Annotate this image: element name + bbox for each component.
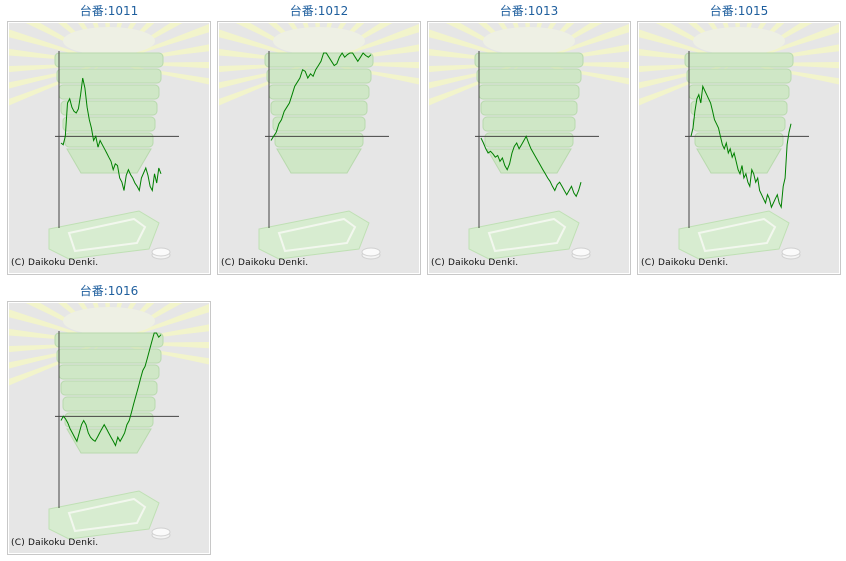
slump-graph-svg bbox=[9, 303, 209, 553]
slump-graph[interactable]: (C) Daikoku Denki. bbox=[427, 21, 631, 275]
machine-card: 台番:1011 (C) Daikoku Denki. bbox=[7, 2, 211, 275]
pachinko-background-art bbox=[639, 23, 839, 273]
pachinko-background-art bbox=[9, 303, 209, 553]
slump-graph-svg bbox=[9, 23, 209, 273]
copyright-text: (C) Daikoku Denki. bbox=[11, 258, 99, 268]
machine-number-link[interactable]: 台番:1016 bbox=[79, 284, 139, 298]
machine-card: 台番:1016 (C) Daikoku Denki. bbox=[7, 282, 211, 555]
slump-graph-svg bbox=[219, 23, 419, 273]
machine-number-link[interactable]: 台番:1013 bbox=[499, 4, 559, 18]
machine-card: 台番:1012 (C) Daikoku Denki. bbox=[217, 2, 421, 275]
payout-series-line bbox=[480, 135, 582, 198]
machine-card: 台番:1015 (C) Daikoku Denki. bbox=[637, 2, 841, 275]
pachinko-background-art bbox=[9, 23, 209, 273]
copyright-text: (C) Daikoku Denki. bbox=[11, 538, 99, 548]
slump-graph-svg bbox=[639, 23, 839, 273]
machine-number-link[interactable]: 台番:1015 bbox=[709, 4, 769, 18]
slump-graph[interactable]: (C) Daikoku Denki. bbox=[7, 301, 211, 555]
pachinko-background-art bbox=[429, 23, 629, 273]
payout-series-line bbox=[690, 84, 792, 210]
payout-series-line bbox=[60, 332, 162, 447]
machine-number-link[interactable]: 台番:1012 bbox=[289, 4, 349, 18]
slump-graph[interactable]: (C) Daikoku Denki. bbox=[217, 21, 421, 275]
slump-graph[interactable]: (C) Daikoku Denki. bbox=[7, 21, 211, 275]
copyright-text: (C) Daikoku Denki. bbox=[641, 258, 729, 268]
payout-series-line bbox=[60, 77, 162, 193]
payout-series-line bbox=[270, 52, 372, 141]
machine-number-link[interactable]: 台番:1011 bbox=[79, 4, 139, 18]
copyright-text: (C) Daikoku Denki. bbox=[221, 258, 309, 268]
slump-graph[interactable]: (C) Daikoku Denki. bbox=[637, 21, 841, 275]
slump-graph-svg bbox=[429, 23, 629, 273]
copyright-text: (C) Daikoku Denki. bbox=[431, 258, 519, 268]
machine-card: 台番:1013 (C) Daikoku Denki. bbox=[427, 2, 631, 275]
pachinko-background-art bbox=[219, 23, 419, 273]
